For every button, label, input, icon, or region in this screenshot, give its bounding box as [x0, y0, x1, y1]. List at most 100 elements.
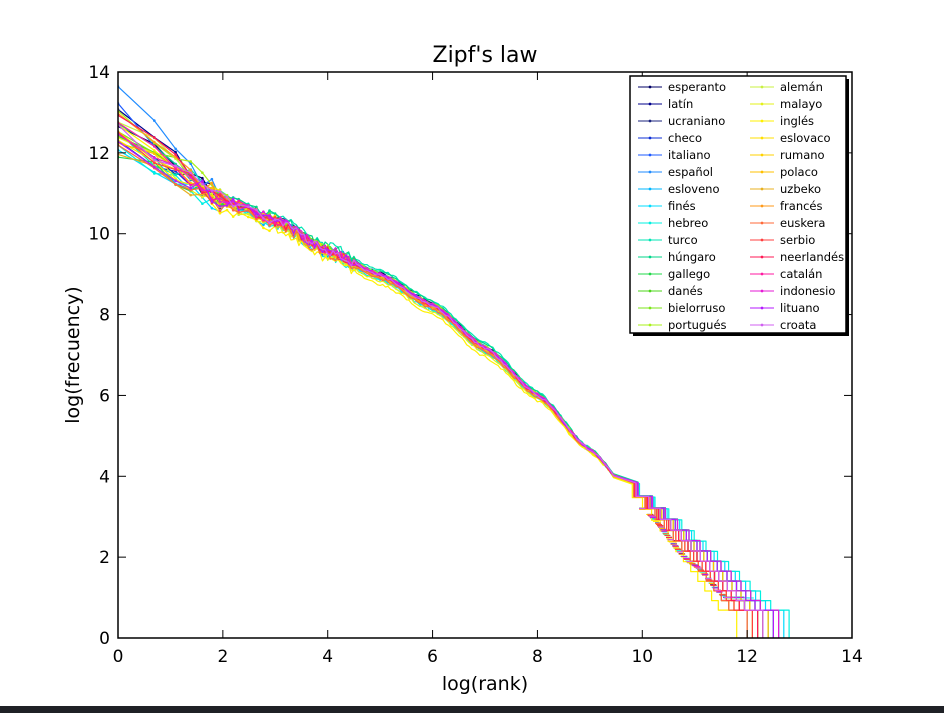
series-point [201, 179, 204, 182]
series-point [268, 218, 271, 221]
x-axis: 0 2 4 6 8 10 12 14 [113, 72, 863, 667]
series-point [189, 186, 192, 190]
series-point [153, 145, 156, 148]
series-point [210, 192, 214, 195]
legend-label: gallego [668, 267, 710, 281]
series-point [153, 152, 156, 155]
series-point [189, 176, 192, 179]
legend-marker [648, 136, 652, 140]
series-point [201, 191, 204, 194]
legend-label: esloveno [668, 182, 720, 196]
series-point [201, 202, 204, 205]
series-point [247, 205, 250, 208]
legend-marker [648, 187, 652, 191]
series-point [225, 201, 229, 205]
series-point [210, 181, 214, 185]
legend-marker [648, 289, 652, 293]
series-point [237, 199, 240, 203]
series-point [218, 211, 222, 215]
legend-label: español [668, 165, 713, 179]
series-point [231, 215, 235, 218]
series-point [273, 212, 277, 215]
legend-label: portugués [668, 318, 727, 332]
series-point [174, 150, 177, 154]
series-point [174, 153, 177, 156]
legend-marker [648, 221, 652, 225]
legend-marker [760, 102, 764, 106]
y-axis-label: log(frecuency) [62, 286, 84, 423]
legend-label: malayo [780, 97, 822, 111]
series-point [247, 212, 250, 216]
series-point [210, 206, 214, 210]
legend-label: uzbeko [780, 182, 821, 196]
series-point [210, 200, 214, 203]
legend-marker [648, 255, 652, 259]
x-tick-label: 4 [322, 647, 333, 667]
legend-marker [760, 221, 764, 225]
series-point [231, 208, 235, 212]
legend-marker [760, 136, 764, 140]
series-point [273, 221, 277, 225]
legend-label: húngaro [668, 250, 716, 264]
series-point [174, 179, 177, 182]
series-point [255, 215, 258, 219]
series-point [262, 226, 265, 230]
y-tick-label: 14 [88, 63, 110, 83]
series-point [237, 203, 240, 206]
legend-label: italiano [668, 148, 711, 162]
legend-label: checo [668, 131, 702, 145]
series-point [189, 193, 192, 197]
series-30 [118, 123, 764, 638]
legend-label: alemán [780, 80, 823, 94]
x-tick-label: 0 [113, 647, 124, 667]
legend-box [629, 75, 847, 334]
series-point [210, 177, 214, 181]
legend-label: lituano [780, 301, 820, 315]
series-point [225, 193, 229, 197]
series-point [237, 213, 240, 216]
legend-marker [760, 119, 764, 123]
legend: esperanto latín ucraniano checo italiano espa… [629, 75, 849, 336]
series-point [210, 187, 214, 190]
series-point [189, 183, 192, 187]
series-point [237, 210, 240, 214]
legend-label: indonesio [780, 284, 835, 298]
series-point [231, 197, 235, 201]
series-point [174, 173, 177, 176]
series-point [189, 162, 192, 165]
x-tick-label: 6 [427, 647, 438, 667]
legend-marker [648, 306, 652, 310]
legend-marker [648, 102, 652, 106]
series-point [225, 208, 229, 212]
legend-marker [648, 204, 652, 208]
series-point [153, 156, 156, 159]
legend-marker [648, 238, 652, 242]
series-point [273, 216, 277, 219]
legend-label: hebreo [668, 216, 708, 230]
series-point [255, 205, 258, 209]
series-point [218, 200, 222, 203]
y-tick-label: 12 [88, 144, 110, 164]
series-point [201, 195, 204, 199]
series-point [262, 217, 265, 220]
legend-marker [760, 204, 764, 208]
series-point [262, 214, 265, 217]
series-point [201, 188, 204, 192]
series-point [218, 205, 222, 208]
y-tick-label: 2 [99, 548, 110, 568]
series-point [189, 160, 192, 163]
legend-label: catalán [780, 267, 822, 281]
series-point [247, 215, 250, 219]
legend-label: ucraniano [668, 114, 725, 128]
window-bottom-bar [0, 706, 944, 713]
y-tick-label: 6 [99, 386, 110, 406]
series-point [174, 164, 177, 168]
chart-title: Zipf's law [433, 43, 538, 68]
x-tick-label: 8 [532, 647, 543, 667]
series-point [268, 224, 271, 227]
legend-marker [760, 323, 764, 327]
series-point [273, 218, 277, 221]
series-point [268, 221, 271, 224]
legend-marker [648, 170, 652, 174]
